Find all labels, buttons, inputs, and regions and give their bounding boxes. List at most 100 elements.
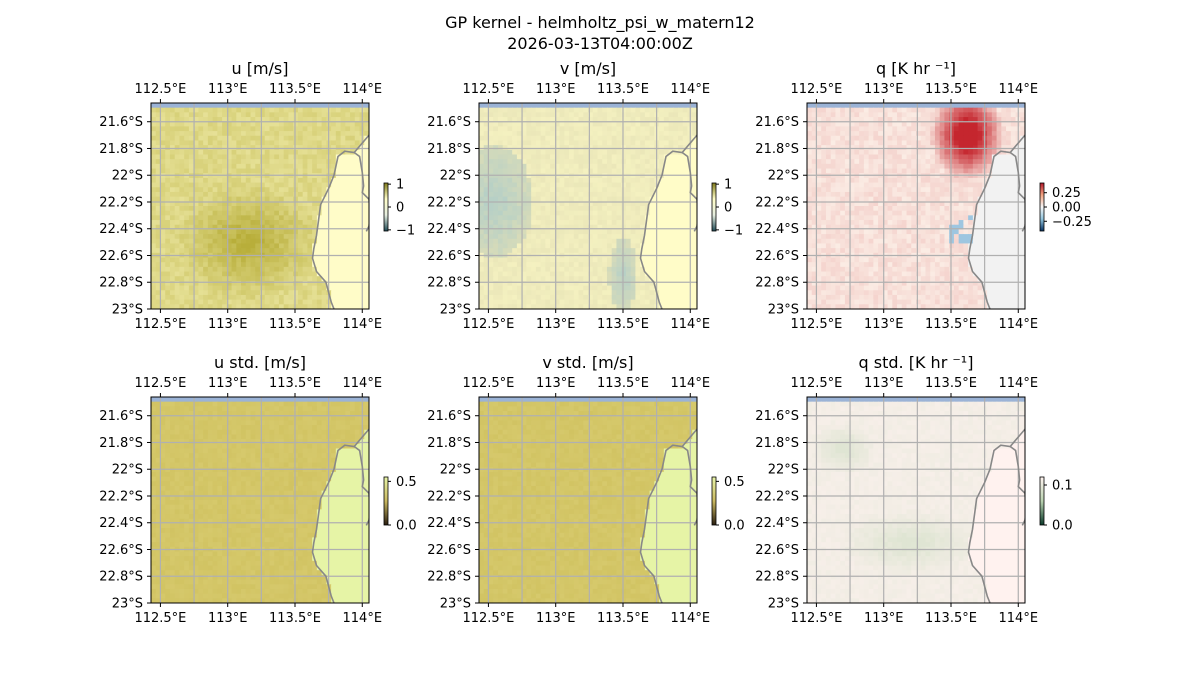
- colorbar-gradient: [1039, 182, 1045, 232]
- y-tick-label: 21.8°S: [427, 142, 471, 157]
- gridlines: [807, 103, 1025, 309]
- y-tick-label: 22.2°S: [99, 195, 143, 210]
- y-tick-label: 22.2°S: [99, 489, 143, 504]
- y-tick-label: 22.4°S: [755, 516, 799, 531]
- panel-title: q [K hr ⁻¹]: [876, 59, 956, 78]
- y-tick-label: 22.6°S: [99, 543, 143, 558]
- y-tick-label: 23°S: [440, 303, 471, 318]
- heatmap: [807, 103, 1025, 309]
- coastline-peninsula: [1009, 445, 1025, 526]
- x-tick-label-bottom: 113°E: [208, 317, 248, 332]
- y-tick-label: 22.8°S: [755, 570, 799, 585]
- x-tick-label-bottom: 113°E: [864, 317, 904, 332]
- x-tick-label-bottom: 113.5°E: [925, 611, 977, 626]
- colorbar-gradient: [383, 476, 389, 526]
- panel-q-std: q std. [K hr ⁻¹] 112.5°E 112.5°E 113°E 113°E…: [755, 353, 1072, 626]
- x-tick-label-bottom: 112.5°E: [790, 317, 842, 332]
- gridlines: [807, 397, 1025, 603]
- x-tick-label-top: 113°E: [864, 376, 904, 391]
- panel-u-std: u std. [m/s] 112.5°E 112.5°E 113°E 113°E 113.…: [99, 353, 416, 626]
- colorbar: 1 0 −1: [383, 178, 415, 238]
- panel-q: q [K hr ⁻¹] 112.5°E 112.5°E 113°E 113°E 113.5…: [755, 59, 1092, 332]
- colorbar-label: 0: [724, 201, 732, 216]
- panel-title: u std. [m/s]: [214, 353, 306, 372]
- x-tick-label-top: 112.5°E: [462, 376, 514, 391]
- x-tick-label-top: 113.5°E: [925, 376, 977, 391]
- colorbar: 1 0 −1: [711, 178, 743, 238]
- colorbar: 0.1 0.0: [1039, 476, 1073, 534]
- panel-v-std: v std. [m/s] 112.5°E 112.5°E 113°E 113°E 113.…: [427, 353, 744, 626]
- x-tick-label-bottom: 114°E: [343, 611, 383, 626]
- x-tick-label-bottom: 113.5°E: [597, 611, 649, 626]
- heatmap: [151, 103, 369, 309]
- coastline: [967, 134, 1025, 309]
- x-tick-label-top: 112.5°E: [134, 82, 186, 97]
- colorbar-gradient: [1039, 476, 1045, 526]
- y-tick-label: 22°S: [768, 463, 799, 478]
- panel-title: q std. [K hr ⁻¹]: [859, 353, 974, 372]
- colorbar-label: 0.5: [724, 475, 745, 490]
- x-tick-label-bottom: 113°E: [536, 317, 576, 332]
- colorbar-label: 0: [396, 201, 404, 216]
- coastline: [311, 428, 369, 603]
- heatmap: [151, 397, 369, 603]
- y-tick-label: 22.4°S: [99, 222, 143, 237]
- x-tick-label-top: 114°E: [343, 82, 383, 97]
- colorbar-label: 0.00: [1052, 201, 1081, 216]
- x-tick-label-top: 114°E: [999, 376, 1039, 391]
- y-tick-label: 22.2°S: [427, 195, 471, 210]
- coastline: [639, 428, 697, 603]
- x-tick-label-bottom: 114°E: [999, 317, 1039, 332]
- coastline-peninsula: [1009, 151, 1025, 232]
- axes-frame: [806, 396, 1026, 604]
- x-tick-label-top: 112.5°E: [790, 82, 842, 97]
- x-tick-label-bottom: 114°E: [343, 317, 383, 332]
- y-tick-label: 23°S: [768, 597, 799, 612]
- heatmap: [807, 397, 1025, 603]
- y-tick-label: 22°S: [768, 169, 799, 184]
- y-tick-label: 23°S: [112, 303, 143, 318]
- coastline: [311, 134, 369, 309]
- x-tick-label-bottom: 112.5°E: [462, 611, 514, 626]
- x-tick-label-bottom: 112.5°E: [790, 611, 842, 626]
- colorbar: 0.5 0.0: [711, 475, 745, 534]
- x-tick-label-top: 112.5°E: [134, 376, 186, 391]
- axes-frame: [478, 396, 698, 604]
- x-tick-label-top: 112.5°E: [790, 376, 842, 391]
- gridlines: [151, 397, 369, 603]
- y-tick-label: 22°S: [440, 169, 471, 184]
- axes-frame: [806, 102, 1026, 310]
- colorbar: 0.250.00−0.25: [1039, 182, 1092, 232]
- gridlines: [151, 103, 369, 309]
- panel-v: v [m/s]112.5°E112.5°E113°E113°E113.5°E11…: [427, 59, 743, 332]
- y-tick-label: 21.8°S: [427, 436, 471, 451]
- y-tick-label: 22.4°S: [427, 516, 471, 531]
- x-tick-label-top: 113°E: [536, 376, 576, 391]
- x-tick-label-bottom: 113.5°E: [269, 317, 321, 332]
- y-tick-label: 21.6°S: [427, 409, 471, 424]
- x-tick-label-bottom: 114°E: [999, 611, 1039, 626]
- y-tick-label: 22.8°S: [99, 570, 143, 585]
- x-tick-label-bottom: 114°E: [671, 317, 711, 332]
- y-tick-label: 21.6°S: [99, 115, 143, 130]
- y-tick-label: 22.2°S: [427, 489, 471, 504]
- panel-grid: u [m/s]112.5°E112.5°E113°E113°E113.5°E11…: [99, 59, 1092, 626]
- colorbar: 0.5 0.0: [383, 475, 417, 534]
- y-tick-label: 21.6°S: [755, 409, 799, 424]
- coastline: [967, 428, 1025, 603]
- y-tick-label: 22.8°S: [427, 570, 471, 585]
- y-tick-label: 23°S: [768, 303, 799, 318]
- x-tick-label-top: 113°E: [864, 82, 904, 97]
- colorbar-gradient: [383, 182, 389, 232]
- y-tick-label: 22.2°S: [755, 195, 799, 210]
- x-tick-label-top: 113.5°E: [269, 376, 321, 391]
- colorbar-label: 0.0: [396, 519, 417, 534]
- x-tick-label-bottom: 112.5°E: [134, 317, 186, 332]
- colorbar-label: 1: [396, 178, 404, 193]
- y-tick-label: 22.8°S: [427, 276, 471, 291]
- y-tick-label: 21.8°S: [99, 436, 143, 451]
- y-tick-label: 21.6°S: [427, 115, 471, 130]
- x-tick-label-bottom: 113°E: [536, 611, 576, 626]
- x-tick-label-bottom: 113.5°E: [925, 317, 977, 332]
